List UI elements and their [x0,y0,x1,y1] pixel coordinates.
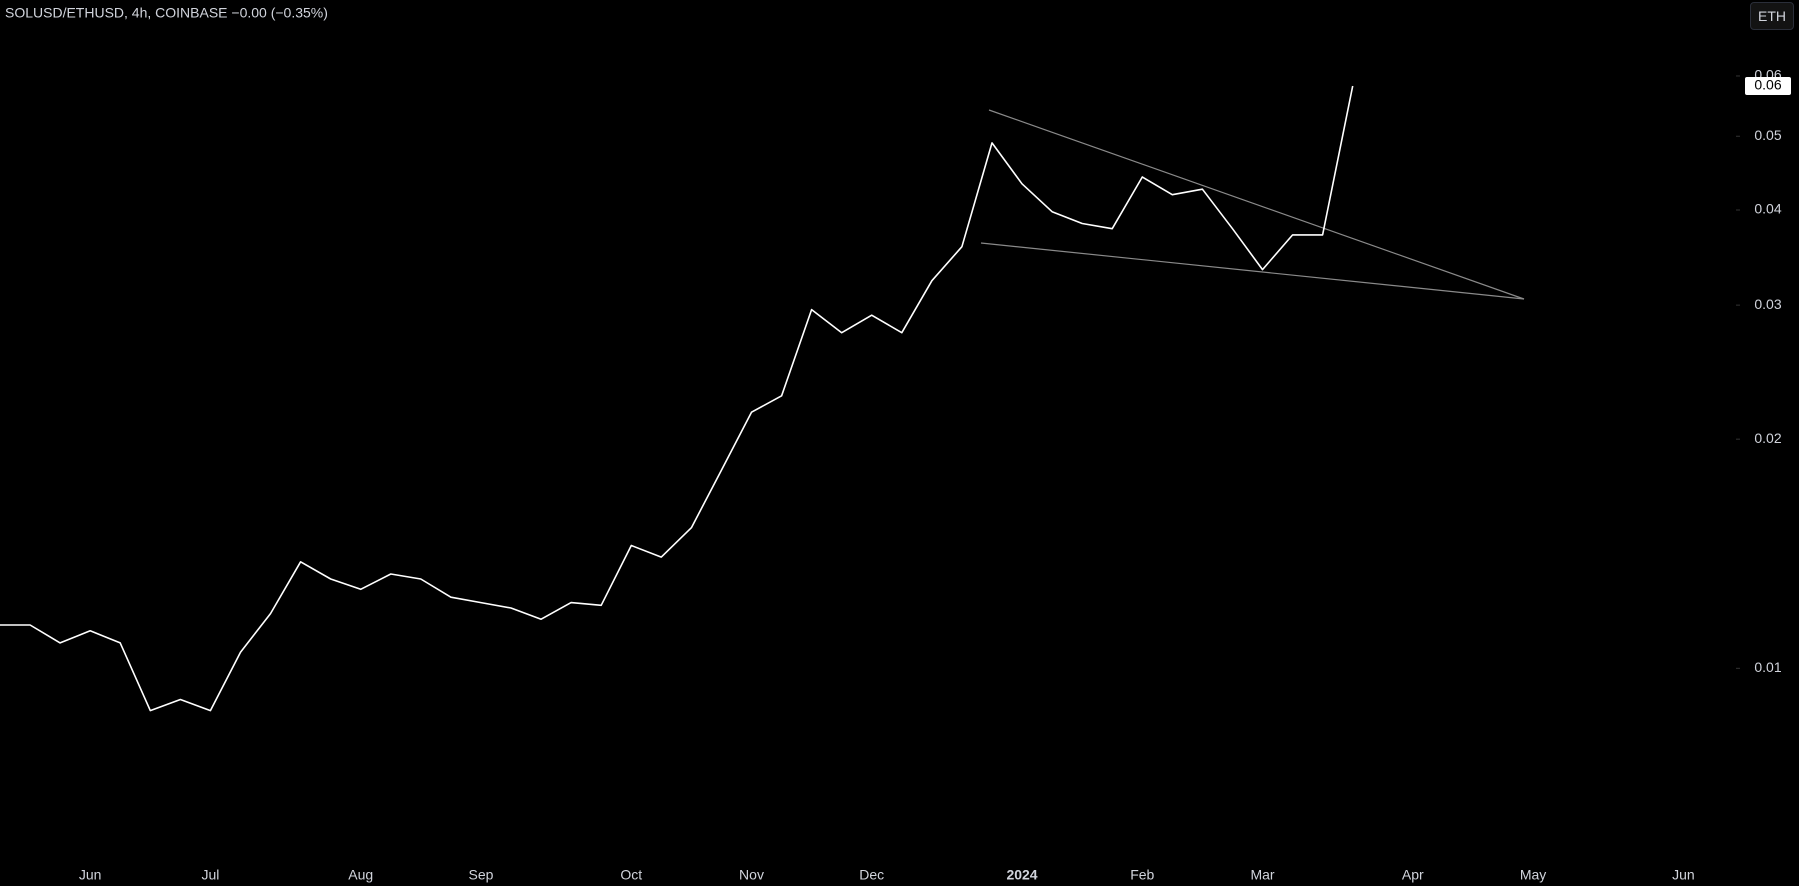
price-label-box [1745,77,1791,96]
x-tick-label: Dec [859,867,884,883]
y-tick-label: 0.05 [1754,127,1781,143]
x-tick-label: Feb [1130,867,1154,883]
x-tick-label: Jun [79,867,102,883]
x-tick-label: May [1520,867,1546,883]
x-tick-label: Jun [1672,867,1695,883]
x-tick-label: 2024 [1006,867,1037,883]
trendline [980,242,1525,300]
y-tick-label: 0.02 [1754,430,1781,446]
price-line [0,85,1354,712]
x-tick-label: Jul [201,867,219,883]
x-tick-label: Sep [468,867,493,883]
price-label: 0.06 [1754,77,1781,93]
x-tick-label: Apr [1402,867,1424,883]
x-tick-label: Nov [739,867,764,883]
y-tick-label: 0.04 [1754,201,1781,217]
x-tick-label: Oct [620,867,642,883]
currency-button[interactable]: ETH [1750,2,1794,30]
trendline [988,109,1525,300]
x-tick-label: Mar [1250,867,1274,883]
y-tick-label: 0.03 [1754,296,1781,312]
x-tick-label: Aug [348,867,373,883]
y-tick-label: 0.01 [1754,659,1781,675]
chart-title: SOLUSD/ETHUSD, 4h, COINBASE −0.00 (−0.35… [5,5,328,21]
